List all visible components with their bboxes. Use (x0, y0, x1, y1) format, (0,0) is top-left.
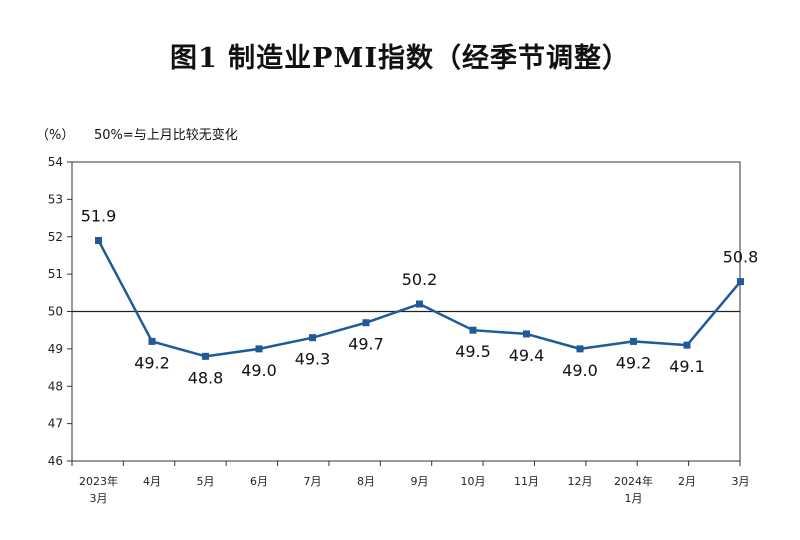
x-tick-label: 8月 (357, 475, 375, 488)
data-label: 49.4 (509, 346, 545, 365)
data-label: 48.8 (188, 368, 224, 387)
data-point (737, 278, 744, 286)
data-point (523, 330, 530, 338)
chart-title: 图1 制造业PMI指数（经季节调整） (169, 43, 630, 74)
data-label: 49.2 (616, 353, 652, 372)
x-tick-label: 7月 (304, 475, 322, 488)
data-point (255, 345, 263, 353)
y-unit-label: （%） (36, 128, 75, 143)
data-point (95, 236, 102, 244)
x-tick-label: 12月 (568, 475, 593, 488)
data-label: 51.9 (81, 206, 117, 225)
y-tick-label: 47 (48, 417, 63, 431)
data-point (362, 319, 370, 327)
data-point (683, 341, 691, 349)
data-label: 49.1 (669, 357, 705, 376)
baseline-note: 50%=与上月比较无变化 (94, 128, 238, 143)
data-label: 50.8 (723, 248, 759, 267)
x-tick-label: 6月 (250, 475, 268, 488)
data-point (576, 345, 584, 353)
x-tick-label: 2023年 (79, 474, 118, 488)
x-tick-label: 9月 (411, 475, 429, 488)
x-tick-label: 3月 (732, 475, 750, 488)
data-point (469, 326, 477, 334)
data-label: 49.0 (562, 361, 598, 380)
x-tick-label: 11月 (514, 475, 539, 488)
data-label: 50.2 (402, 270, 438, 289)
x-tick-label: 5月 (197, 475, 215, 488)
data-point (202, 352, 209, 360)
x-tick-label: 1月 (625, 492, 643, 505)
x-tick-label: 2月 (678, 475, 696, 488)
data-point (416, 300, 423, 308)
data-label: 49.5 (455, 342, 491, 361)
series-line (97, 239, 742, 358)
data-label: 49.2 (134, 353, 170, 372)
x-tick-label: 2024年 (614, 474, 653, 488)
y-tick-label: 53 (48, 192, 63, 206)
y-tick-label: 49 (48, 342, 63, 356)
x-tick-label: 3月 (90, 492, 108, 505)
data-label: 49.7 (348, 335, 384, 354)
y-tick-label: 50 (48, 305, 63, 319)
y-tick-label: 51 (48, 267, 63, 281)
data-point (630, 337, 637, 345)
data-label: 49.3 (295, 350, 331, 369)
x-tick-label: 10月 (461, 475, 486, 488)
data-point (309, 334, 316, 342)
data-point (148, 337, 156, 345)
x-tick-label: 4月 (143, 475, 161, 488)
data-label: 49.0 (241, 361, 277, 380)
y-tick-label: 46 (48, 454, 63, 468)
y-tick-label: 54 (48, 155, 63, 169)
y-tick-label: 48 (48, 379, 63, 393)
y-tick-label: 52 (48, 230, 63, 244)
